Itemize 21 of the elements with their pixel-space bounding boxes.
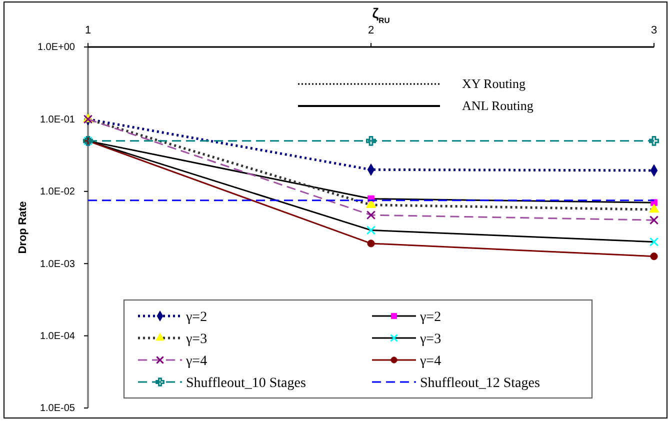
y-axis-title: Drop Rate bbox=[17, 201, 29, 254]
x-tick-label: 3 bbox=[650, 24, 658, 36]
annotation: XY Routing bbox=[462, 76, 526, 91]
legend-label: γ=4 bbox=[185, 354, 208, 369]
legend-label: γ=3 bbox=[185, 332, 208, 347]
y-tick-label: 1.0E-03 bbox=[40, 258, 76, 270]
x-axis-title: ζ$_{RU}$ bbox=[372, 5, 390, 24]
annotation: ANL Routing bbox=[462, 98, 534, 113]
y-tick-label: 1.0E+00 bbox=[37, 42, 76, 54]
legend-label: γ=4 bbox=[419, 354, 442, 369]
x-tick-label: 2 bbox=[368, 24, 374, 36]
legend-label: Shuffleout_12 Stages bbox=[420, 376, 540, 391]
x-tick-label: 1 bbox=[84, 24, 92, 36]
legend-label: γ=3 bbox=[419, 332, 442, 347]
y-tick-label: 1.0E-04 bbox=[40, 331, 76, 342]
y-tick-label: 1.0E-02 bbox=[40, 186, 76, 198]
legend-label: γ=2 bbox=[419, 310, 442, 325]
y-tick-label: 1.0E-01 bbox=[40, 114, 76, 126]
legend-label: γ=2 bbox=[185, 310, 208, 325]
legend-label: Shuffleout_10 Stages bbox=[186, 376, 306, 391]
y-tick-label: 1.0E-05 bbox=[40, 403, 76, 414]
